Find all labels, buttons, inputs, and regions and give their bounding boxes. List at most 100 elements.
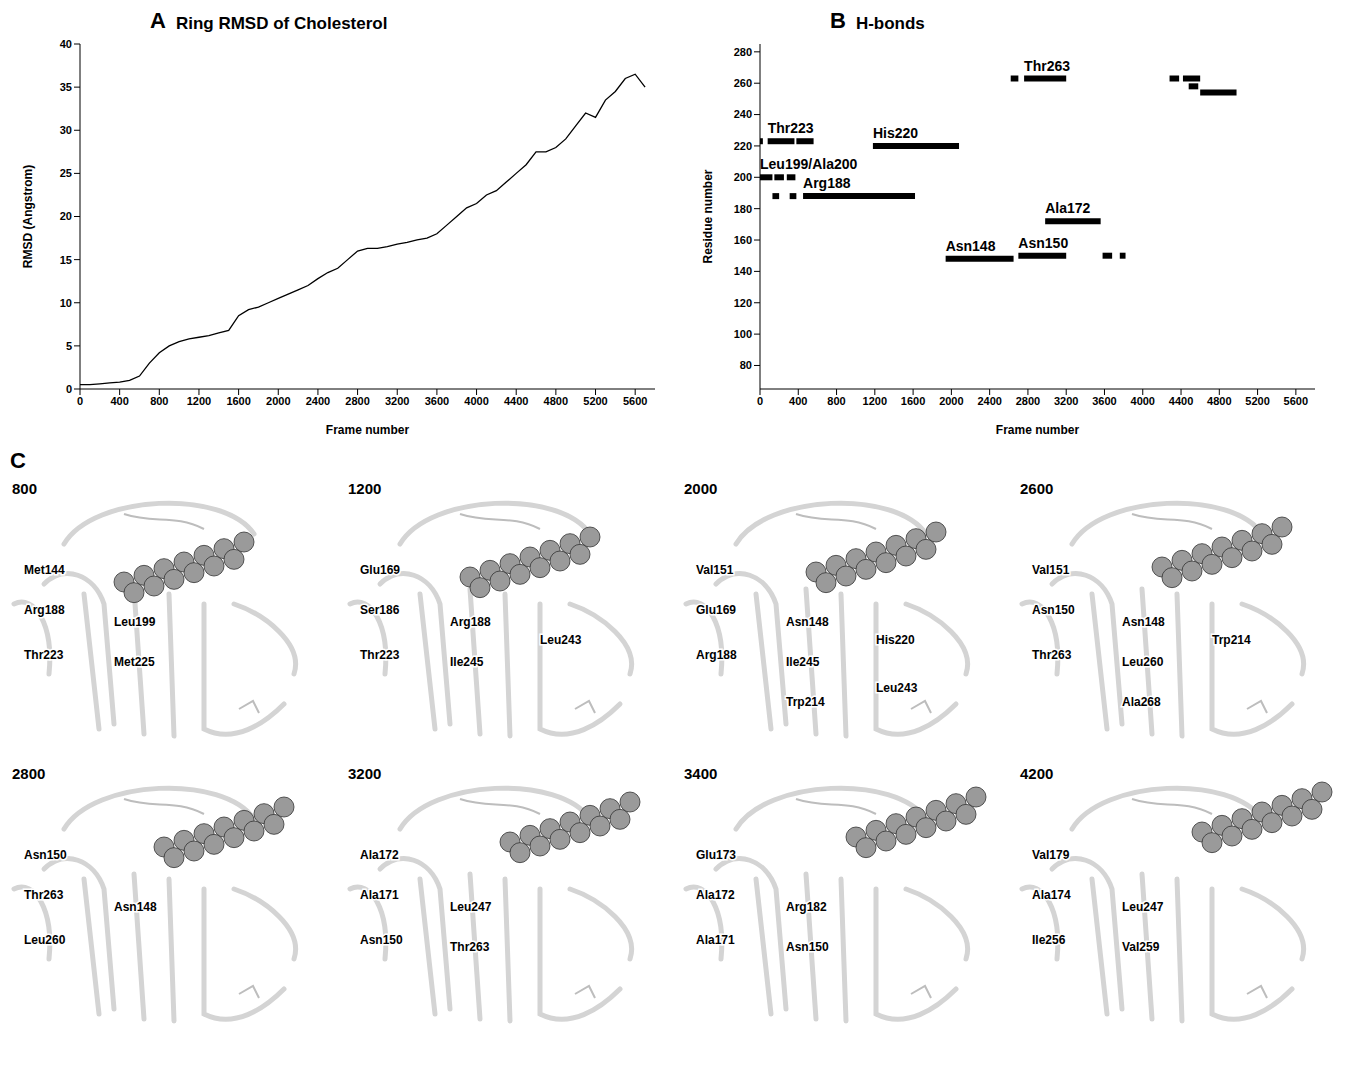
svg-text:30: 30 <box>60 124 72 136</box>
svg-text:3400: 3400 <box>684 765 717 782</box>
svg-text:25: 25 <box>60 167 72 179</box>
svg-text:Ile245: Ile245 <box>786 655 820 669</box>
svg-text:Leu260: Leu260 <box>24 933 66 947</box>
svg-text:Ile256: Ile256 <box>1032 933 1066 947</box>
svg-text:5200: 5200 <box>583 395 607 407</box>
svg-text:Met225: Met225 <box>114 655 155 669</box>
svg-text:Thr223: Thr223 <box>24 648 64 662</box>
svg-text:Asn148: Asn148 <box>1122 615 1165 629</box>
svg-text:3600: 3600 <box>1092 395 1116 407</box>
svg-text:Ala172: Ala172 <box>360 848 399 862</box>
svg-text:10: 10 <box>60 297 72 309</box>
svg-text:3200: 3200 <box>1054 395 1078 407</box>
svg-text:Ala172: Ala172 <box>1045 200 1090 216</box>
svg-text:Trp214: Trp214 <box>1212 633 1251 647</box>
svg-text:Glu173: Glu173 <box>696 848 736 862</box>
svg-text:Asn148: Asn148 <box>946 238 996 254</box>
svg-text:120: 120 <box>734 297 752 309</box>
svg-text:Asn148: Asn148 <box>114 900 157 914</box>
svg-text:2800: 2800 <box>12 765 45 782</box>
svg-text:400: 400 <box>110 395 128 407</box>
svg-text:220: 220 <box>734 140 752 152</box>
svg-text:Leu199/Ala200: Leu199/Ala200 <box>760 156 857 172</box>
svg-text:400: 400 <box>789 395 807 407</box>
svg-text:4200: 4200 <box>1020 765 1053 782</box>
svg-text:Frame number: Frame number <box>326 423 410 437</box>
svg-text:180: 180 <box>734 203 752 215</box>
svg-text:Leu199: Leu199 <box>114 615 156 629</box>
svg-text:2400: 2400 <box>977 395 1001 407</box>
svg-text:Asn150: Asn150 <box>786 940 829 954</box>
svg-text:280: 280 <box>734 46 752 58</box>
svg-text:2800: 2800 <box>345 395 369 407</box>
svg-text:Frame number: Frame number <box>996 423 1080 437</box>
svg-text:Val259: Val259 <box>1122 940 1160 954</box>
svg-text:3600: 3600 <box>425 395 449 407</box>
svg-text:Asn148: Asn148 <box>786 615 829 629</box>
svg-text:20: 20 <box>60 210 72 222</box>
svg-text:Ala174: Ala174 <box>1032 888 1071 902</box>
svg-text:His220: His220 <box>873 125 918 141</box>
svg-text:0: 0 <box>66 383 72 395</box>
svg-text:800: 800 <box>12 480 37 497</box>
svg-text:15: 15 <box>60 254 72 266</box>
svg-text:Leu243: Leu243 <box>540 633 582 647</box>
svg-text:0: 0 <box>757 395 763 407</box>
svg-text:Ala172: Ala172 <box>696 888 735 902</box>
svg-text:4400: 4400 <box>504 395 528 407</box>
svg-text:Thr223: Thr223 <box>360 648 400 662</box>
svg-text:Arg188: Arg188 <box>803 175 851 191</box>
svg-text:1200: 1200 <box>348 480 381 497</box>
svg-text:160: 160 <box>734 234 752 246</box>
svg-text:Trp214: Trp214 <box>786 695 825 709</box>
svg-text:0: 0 <box>77 395 83 407</box>
svg-text:Thr263: Thr263 <box>1032 648 1072 662</box>
svg-text:240: 240 <box>734 108 752 120</box>
svg-text:260: 260 <box>734 77 752 89</box>
svg-text:Val179: Val179 <box>1032 848 1070 862</box>
svg-text:5: 5 <box>66 340 72 352</box>
svg-text:5200: 5200 <box>1245 395 1269 407</box>
svg-text:2000: 2000 <box>939 395 963 407</box>
svg-text:5600: 5600 <box>1284 395 1308 407</box>
svg-text:1600: 1600 <box>901 395 925 407</box>
svg-text:800: 800 <box>150 395 168 407</box>
svg-text:Thr223: Thr223 <box>768 120 814 136</box>
svg-text:Glu169: Glu169 <box>360 563 400 577</box>
svg-text:1600: 1600 <box>226 395 250 407</box>
svg-text:3200: 3200 <box>385 395 409 407</box>
svg-text:4000: 4000 <box>1131 395 1155 407</box>
svg-text:80: 80 <box>740 359 752 371</box>
svg-text:Ala171: Ala171 <box>360 888 399 902</box>
svg-text:2000: 2000 <box>266 395 290 407</box>
svg-text:35: 35 <box>60 81 72 93</box>
svg-text:140: 140 <box>734 265 752 277</box>
svg-text:4800: 4800 <box>1207 395 1231 407</box>
svg-text:Arg188: Arg188 <box>696 648 737 662</box>
svg-text:800: 800 <box>827 395 845 407</box>
svg-text:Leu243: Leu243 <box>876 681 918 695</box>
svg-text:Residue number: Residue number <box>701 169 715 263</box>
svg-text:Arg188: Arg188 <box>24 603 65 617</box>
svg-text:Val151: Val151 <box>696 563 734 577</box>
svg-text:Asn150: Asn150 <box>24 848 67 862</box>
svg-text:Asn150: Asn150 <box>1018 235 1068 251</box>
svg-text:1200: 1200 <box>187 395 211 407</box>
svg-text:2000: 2000 <box>684 480 717 497</box>
svg-text:Thr263: Thr263 <box>1024 58 1070 74</box>
svg-text:Met144: Met144 <box>24 563 65 577</box>
svg-text:Leu247: Leu247 <box>450 900 492 914</box>
svg-text:Leu260: Leu260 <box>1122 655 1164 669</box>
svg-text:His220: His220 <box>876 633 915 647</box>
svg-text:Leu247: Leu247 <box>1122 900 1164 914</box>
svg-text:40: 40 <box>60 38 72 50</box>
svg-text:Thr263: Thr263 <box>24 888 64 902</box>
svg-text:Asn150: Asn150 <box>1032 603 1075 617</box>
svg-text:3200: 3200 <box>348 765 381 782</box>
svg-text:2400: 2400 <box>306 395 330 407</box>
svg-text:200: 200 <box>734 171 752 183</box>
svg-text:2800: 2800 <box>1016 395 1040 407</box>
svg-text:Arg182: Arg182 <box>786 900 827 914</box>
svg-text:Glu169: Glu169 <box>696 603 736 617</box>
svg-text:Ala268: Ala268 <box>1122 695 1161 709</box>
